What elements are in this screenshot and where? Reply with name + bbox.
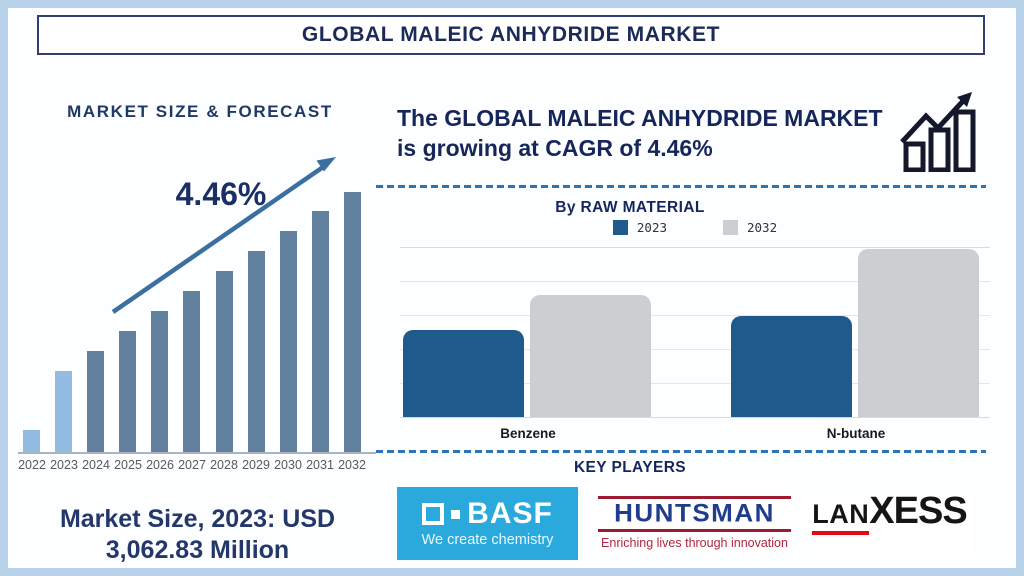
huntsman-tagline: Enriching lives through innovation [601, 535, 788, 550]
legend-swatch [723, 220, 738, 235]
dashed-divider-bottom [376, 450, 986, 453]
forecast-bar-2028 [215, 271, 233, 452]
year-label-2030: 2030 [274, 458, 302, 472]
market-size-line1: Market Size, 2023: USD [59, 505, 336, 533]
market-size-note: Market Size, 2023: USD 3,062.83 Million [25, 504, 370, 565]
trend-arrow-icon [111, 157, 336, 314]
year-label-2024: 2024 [82, 458, 110, 472]
huntsman-wordmark: HUNTSMAN [614, 498, 775, 528]
forecast-chart: 4.46% [18, 150, 376, 454]
material-chart [400, 247, 990, 418]
forecast-bar-2029 [247, 251, 265, 452]
material-bar-N-butane-2023 [731, 316, 852, 417]
year-label-2032: 2032 [338, 458, 366, 472]
material-bar-Benzene-2023 [403, 330, 524, 417]
forecast-heading: MARKET SIZE & FORECAST [67, 102, 333, 121]
year-label-2028: 2028 [210, 458, 238, 472]
market-size-line2: 3,062.83 Million [105, 535, 290, 564]
page-title: GLOBAL MALEIC ANHYDRIDE MARKET [37, 15, 985, 55]
forecast-bars [23, 150, 361, 452]
gridline [400, 247, 990, 248]
growth-statement-line2: is growing at CAGR of 4.46% [397, 135, 713, 162]
cagr-annotation: 4.46% [175, 176, 267, 212]
year-label-2025: 2025 [114, 458, 142, 472]
basf-squares-icon [422, 503, 445, 525]
huntsman-bottom-rule [598, 528, 791, 532]
lanxess-logo: LAN XESS [807, 492, 972, 552]
forecast-bar-2032 [343, 192, 361, 452]
legend-item-2023: 2023 [612, 220, 667, 235]
basf-square-fill-icon [451, 509, 461, 519]
bar-chart-rising-arrow-icon [900, 92, 976, 172]
material-group [731, 249, 981, 417]
legend-swatch [612, 220, 628, 235]
basf-wordmark: BASF [467, 497, 553, 530]
gridline [400, 349, 990, 350]
gridline [400, 383, 990, 384]
year-label-2022: 2022 [18, 458, 46, 472]
lanxess-wordmark-lan: LAN [812, 499, 870, 535]
key-players-title: KEY PLAYERS [573, 459, 687, 476]
forecast-bar-2026 [151, 311, 169, 452]
year-label-2027: 2027 [178, 458, 206, 472]
basf-tagline: We create chemistry [421, 532, 554, 548]
forecast-bar-2031 [311, 211, 329, 452]
huntsman-top-rule [598, 496, 791, 500]
category-label-nbutane: N-butane [826, 426, 886, 441]
material-group [403, 295, 653, 417]
legend-label: 2032 [747, 220, 778, 235]
gridline [400, 281, 990, 282]
material-bar-Benzene-2032 [530, 295, 651, 417]
forecast-bar-2024 [87, 351, 105, 452]
forecast-bar-2027 [183, 291, 201, 452]
material-bar-N-butane-2032 [858, 249, 979, 417]
year-label-2031: 2031 [306, 458, 334, 472]
year-label-2026: 2026 [146, 458, 174, 472]
forecast-bar-2023 [55, 371, 73, 452]
forecast-bar-2030 [279, 231, 297, 452]
year-label-2023: 2023 [50, 458, 78, 472]
legend-label: 2023 [636, 220, 667, 235]
material-section-title: By RAW MATERIAL [555, 199, 705, 216]
forecast-year-labels: 2022 2023 2024 2025 2026 2027 2028 2029 2030 2031… [16, 458, 368, 472]
basf-logo: BASF We create chemistry [397, 487, 578, 560]
growth-statement-line1: The GLOBAL MALEIC ANHYDRIDE MARKET [397, 105, 883, 131]
forecast-bar-2025 [119, 331, 137, 452]
lanxess-wordmark-xess: XESS [869, 490, 967, 532]
forecast-bar-2022 [23, 430, 40, 452]
huntsman-logo: HUNTSMAN Enriching lives through innovat… [598, 489, 791, 557]
basf-logo-row: BASF [422, 499, 553, 529]
dashed-divider-top [376, 185, 986, 188]
growth-statement: The GLOBAL MALEIC ANHYDRIDE MARKET is gr… [397, 103, 897, 164]
gridline [400, 315, 990, 316]
category-label-benzene: Benzene [500, 426, 556, 441]
material-legend: 2023 2032 [400, 220, 990, 235]
legend-item-2032: 2032 [723, 220, 777, 235]
year-label-2029: 2029 [242, 458, 270, 472]
